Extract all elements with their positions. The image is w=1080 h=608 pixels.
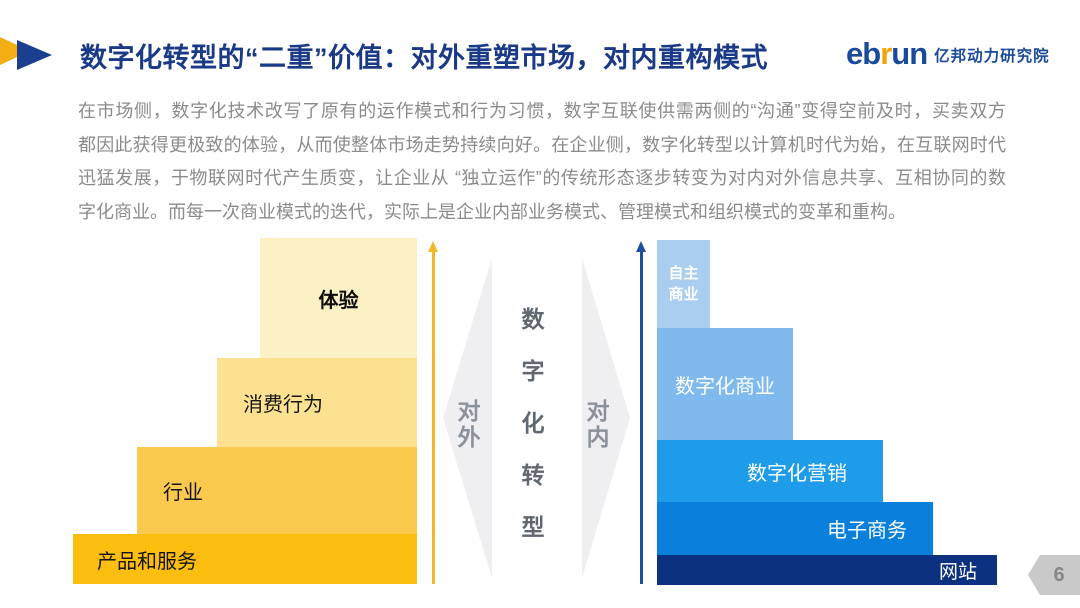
products-services-label: 产品和服务	[97, 550, 197, 573]
experience-label: 体验	[318, 289, 359, 312]
autonomous-business-label-line1: 自主	[668, 265, 699, 282]
enterprise-arrow-line	[640, 251, 643, 584]
consumer-behavior-block: 消费行为	[217, 358, 417, 447]
enterprise-arrow-up-icon	[636, 241, 646, 252]
logo-part-un: un	[891, 36, 928, 71]
paragraph-line: 都因此获得更极致的体验，从而使整体市场走势持续向好。在企业侧，数字化转型以计算机…	[78, 134, 1006, 155]
experience-block: 体验	[260, 238, 417, 358]
logo-wordmark: ebrun	[846, 36, 928, 71]
page-number: 6	[1053, 563, 1065, 586]
chevron-blue-icon	[17, 40, 52, 70]
market-arrow-up-icon	[428, 241, 438, 252]
transformation-char: 化	[521, 410, 545, 436]
paragraph-line: 在市场侧，数字化技术改写了原有的运作模式和行为习惯，数字互联使供需两侧的“沟通”…	[78, 101, 1006, 121]
transformation-char: 字	[521, 358, 545, 384]
website-block: 网站	[657, 555, 997, 585]
logo-company-name: 亿邦动力研究院	[934, 48, 1050, 65]
body-paragraph: 在市场侧，数字化技术改写了原有的运作模式和行为习惯，数字互联使供需两侧的“沟通”…	[78, 95, 1006, 229]
industry-block: 行业	[137, 447, 417, 534]
digital-business-block: 数字化商业	[657, 328, 793, 440]
paragraph-line: 字化商业。而每一次商业模式的迭代，实际上是企业内部业务模式、管理模式和组织模式的…	[78, 201, 906, 222]
logo-part-eb: eb	[846, 36, 881, 71]
transformation-char: 转	[521, 462, 545, 488]
digital-business-label: 数字化商业	[675, 375, 775, 398]
market-arrow-line	[432, 251, 435, 584]
outward-label: 对外	[454, 399, 480, 451]
paragraph-line: 迅猛发展，于物联网时代产生质变，让企业从 “独立运作”的传统形态逐步转变为对内对…	[78, 168, 1006, 188]
digital-marketing-label: 数字化营销	[747, 462, 847, 485]
products-services-block: 产品和服务	[73, 534, 417, 584]
transformation-char: 型	[521, 514, 545, 540]
logo-part-r: r	[880, 36, 892, 71]
transformation-char: 数	[521, 306, 545, 332]
autonomous-business-block: 自主 商业	[657, 240, 710, 328]
page-title: 数字化转型的“二重”价值：对外重塑市场，对内重构模式	[80, 43, 768, 73]
consumer-behavior-label: 消费行为	[243, 394, 323, 416]
ecommerce-label: 电子商务	[827, 520, 907, 542]
ecommerce-block: 电子商务	[657, 502, 933, 555]
brand-logo: ebrun 亿邦动力研究院	[846, 38, 1050, 69]
digital-transformation-label: 数 字 化 转 型	[520, 308, 546, 539]
website-label: 网站	[938, 561, 977, 583]
industry-label: 行业	[163, 482, 203, 504]
inward-label: 对内	[583, 399, 609, 451]
digital-marketing-block: 数字化营销	[657, 440, 883, 502]
page-number-badge: 6	[1028, 555, 1080, 595]
autonomous-business-label-line2: 商业	[668, 286, 699, 303]
